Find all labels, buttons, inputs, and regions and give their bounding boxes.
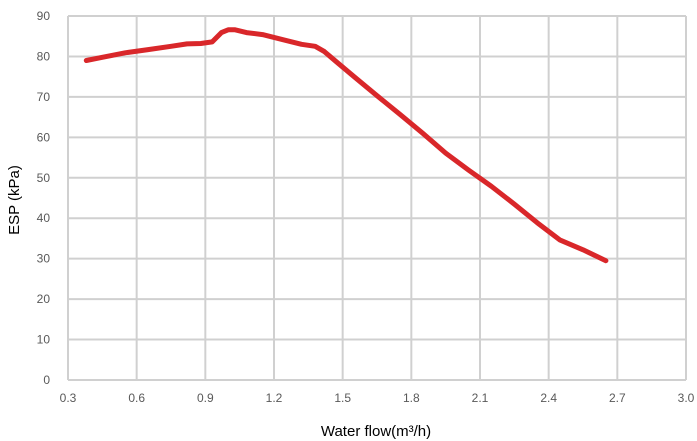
x-tick-label: 1.5 <box>334 391 351 405</box>
y-tick-label: 0 <box>43 373 50 387</box>
y-tick-label: 50 <box>37 171 51 185</box>
x-tick-label: 0.9 <box>197 391 214 405</box>
y-tick-label: 30 <box>37 252 51 266</box>
chart-series <box>83 27 609 264</box>
y-axis-label: ESP (kPa) <box>6 165 23 235</box>
x-tick-label: 3.0 <box>678 391 695 405</box>
y-tick-label: 80 <box>37 49 51 63</box>
x-tick-label: 2.7 <box>609 391 626 405</box>
x-tick-label: 1.2 <box>266 391 283 405</box>
series-line <box>83 27 609 264</box>
y-tick-label: 10 <box>37 333 51 347</box>
x-tick-label: 1.8 <box>403 391 420 405</box>
x-axis-ticks: 0.3 0.6 0.9 1.2 1.5 1.8 2.1 2.4 2.7 3.0 <box>60 391 695 405</box>
y-tick-label: 90 <box>37 9 51 23</box>
x-tick-label: 2.4 <box>540 391 557 405</box>
y-tick-label: 40 <box>37 211 51 225</box>
x-tick-label: 0.6 <box>128 391 145 405</box>
x-tick-label: 2.1 <box>472 391 489 405</box>
y-axis-ticks: 0 10 20 30 40 50 60 70 80 90 <box>37 9 51 387</box>
chart-grid <box>67 15 687 381</box>
x-axis-label: Water flow(m³/h) <box>321 423 431 440</box>
y-tick-label: 60 <box>37 130 51 144</box>
y-tick-label: 70 <box>37 90 51 104</box>
x-tick-label: 0.3 <box>60 391 77 405</box>
y-tick-label: 20 <box>37 292 51 306</box>
